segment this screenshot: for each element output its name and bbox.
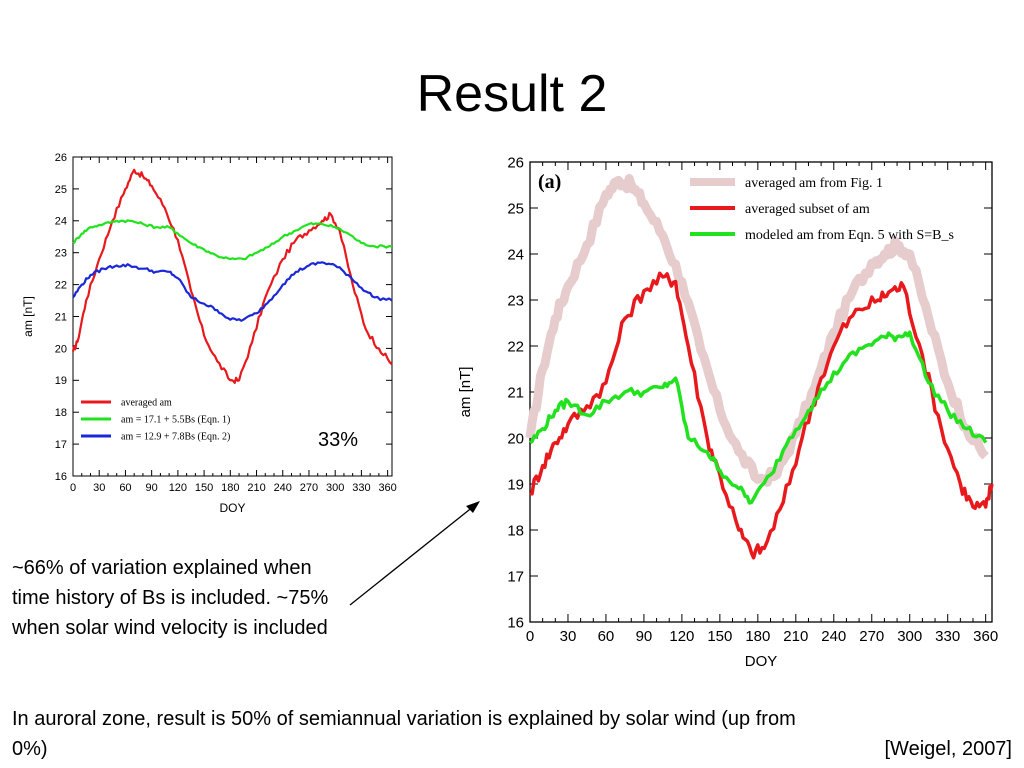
series-line-1 xyxy=(71,168,393,384)
slide-title: Result 2 xyxy=(416,65,608,123)
x-tick-label: 180 xyxy=(745,628,770,645)
panel-label: (a) xyxy=(538,171,561,193)
y-tick-label: 22 xyxy=(55,279,67,291)
legend-label: am = 12.9 + 7.8Bs (Eqn. 2) xyxy=(121,432,230,443)
y-tick-label: 24 xyxy=(507,246,524,263)
y-tick-label: 17 xyxy=(55,439,67,451)
series-line-3 xyxy=(72,261,393,322)
y-tick-label: 26 xyxy=(507,154,524,171)
x-tick-label: 240 xyxy=(274,482,292,494)
y-tick-label: 21 xyxy=(55,311,67,323)
y-axis-label: am [nT] xyxy=(21,296,35,337)
variation-note: ~66% of variation explained when time hi… xyxy=(12,557,329,639)
auroral-zone-note: In auroral zone, result is 50% of semian… xyxy=(12,708,796,760)
x-tick-label: 0 xyxy=(70,482,76,494)
x-axis-label: DOY xyxy=(219,501,245,515)
y-tick-label: 25 xyxy=(507,200,524,217)
y-tick-label: 20 xyxy=(55,343,67,355)
x-axis-label: DOY xyxy=(745,653,778,670)
x-tick-label: 240 xyxy=(821,628,846,645)
left-chart: 0 30 60 90 120 150 180 210 240 270 300 330 360 16 17 18… xyxy=(21,152,397,515)
y-tick-label: 19 xyxy=(507,476,524,493)
x-tick-label: 210 xyxy=(783,628,808,645)
arrow-head xyxy=(466,501,480,513)
x-tick-label: 360 xyxy=(973,628,998,645)
right-chart: 0 30 60 90 120 150 180 210 240 270 300 330 360 16 17 18… xyxy=(457,154,998,670)
x-tick-label: 30 xyxy=(93,482,105,494)
x-tick-label: 60 xyxy=(598,628,615,645)
series-line-3 xyxy=(529,330,988,505)
x-tick-label: 150 xyxy=(707,628,732,645)
series-line-1 xyxy=(525,174,989,487)
x-tick-label: 270 xyxy=(300,482,318,494)
y-tick-label: 18 xyxy=(55,407,67,419)
x-tick-label: 120 xyxy=(669,628,694,645)
x-tick-label: 0 xyxy=(526,628,534,645)
x-tick-label: 60 xyxy=(119,482,131,494)
x-tick-label: 90 xyxy=(636,628,653,645)
x-tick-label: 330 xyxy=(935,628,960,645)
y-tick-label: 16 xyxy=(507,614,524,631)
y-tick-label: 16 xyxy=(55,471,67,483)
y-tick-label: 17 xyxy=(507,568,524,585)
y-tick-label: 26 xyxy=(55,152,67,164)
legend-label: averaged am from Fig. 1 xyxy=(745,176,883,191)
x-tick-label: 210 xyxy=(247,482,265,494)
x-tick-label: 360 xyxy=(378,482,396,494)
x-tick-label: 120 xyxy=(169,482,187,494)
x-tick-label: 300 xyxy=(326,482,344,494)
x-tick-label: 90 xyxy=(146,482,158,494)
x-tick-label: 30 xyxy=(560,628,577,645)
legend-label: modeled am from Eqn. 5 with S=B_s xyxy=(745,228,954,243)
percent-annotation: 33% xyxy=(318,429,359,451)
legend-label: am = 17.1 + 5.5Bs (Eqn. 1) xyxy=(121,415,230,426)
y-tick-label: 24 xyxy=(55,216,67,228)
x-tick-label: 270 xyxy=(859,628,884,645)
arrow-shaft xyxy=(349,505,475,606)
legend-label: averaged subset of am xyxy=(745,202,870,217)
x-tick-label: 180 xyxy=(221,482,239,494)
x-tick-label: 330 xyxy=(352,482,370,494)
y-tick-label: 23 xyxy=(55,248,67,260)
legend-label: averaged am xyxy=(121,398,172,409)
y-tick-label: 23 xyxy=(507,292,524,309)
y-tick-label: 18 xyxy=(507,522,524,539)
y-tick-label: 20 xyxy=(507,430,524,447)
y-axis-label: am [nT] xyxy=(457,367,474,418)
x-tick-label: 150 xyxy=(195,482,213,494)
citation: [Weigel, 2007] xyxy=(884,738,1013,760)
y-tick-label: 25 xyxy=(55,184,67,196)
y-tick-label: 22 xyxy=(507,338,524,355)
y-tick-label: 19 xyxy=(55,375,67,387)
y-tick-label: 21 xyxy=(507,384,524,401)
x-tick-label: 300 xyxy=(897,628,922,645)
series-line-2 xyxy=(72,219,393,261)
